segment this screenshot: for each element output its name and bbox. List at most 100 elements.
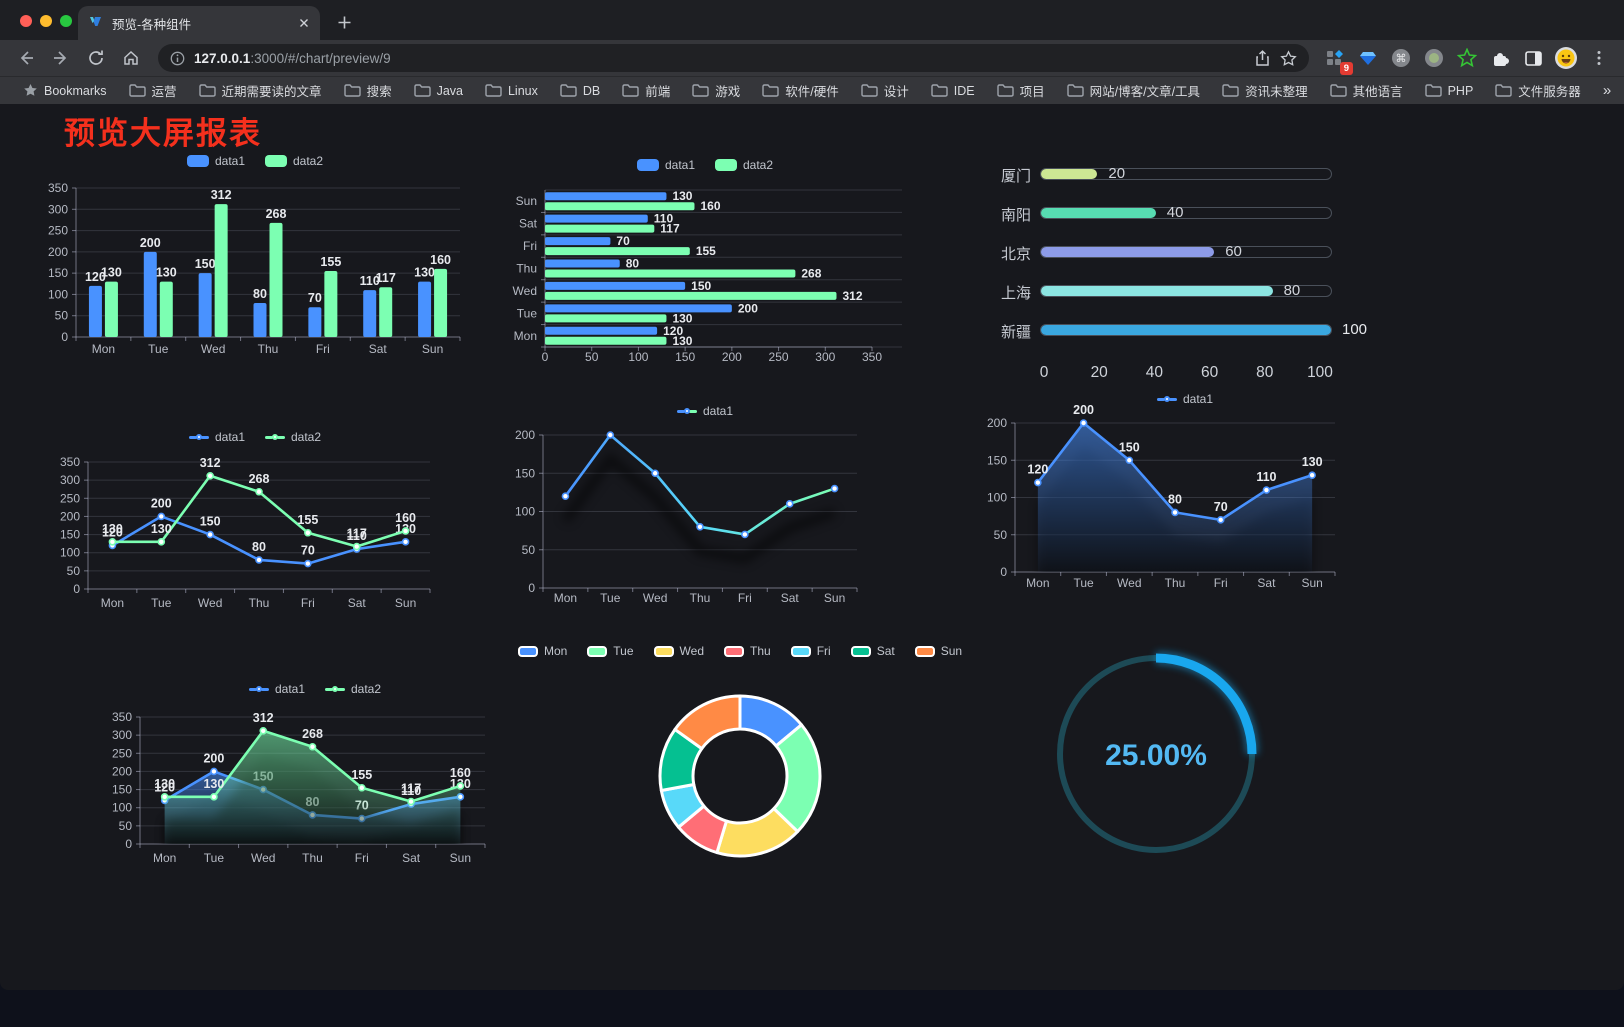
bookmark-folder[interactable]: 搜索 (335, 78, 401, 103)
chart-two-series-area[interactable]: data1 data2 0 50 100 150 200 250 300 350 Mon Tue Wed… (105, 678, 525, 886)
svg-text:130: 130 (672, 189, 692, 203)
progress-track (1040, 324, 1332, 336)
bookmark-folder[interactable]: 网站/博客/文章/工具 (1058, 78, 1209, 103)
url-path: :3000/#/chart/preview/9 (250, 50, 391, 66)
command-extension-icon[interactable]: ⌘ (1388, 45, 1414, 71)
bookmark-folder[interactable]: IDE (922, 81, 984, 101)
bookmark-folder[interactable]: 游戏 (683, 78, 749, 103)
reload-icon[interactable] (82, 44, 110, 72)
minimize-window-button[interactable] (40, 15, 52, 27)
svg-text:50: 50 (585, 350, 599, 364)
extensions-puzzle-icon[interactable] (1487, 45, 1513, 71)
chart-two-series-line[interactable]: data1 data2 0 50 100 150 200 250 300 350 Mon Tue Wed… (45, 424, 465, 632)
svg-text:Wed: Wed (198, 596, 222, 610)
bookmark-folder[interactable]: 运营 (120, 78, 186, 103)
legend-item-data2[interactable]: data2 (265, 154, 323, 168)
gem-extension-icon[interactable] (1355, 45, 1381, 71)
recorder-extension-icon[interactable] (1421, 45, 1447, 71)
tab-close-icon[interactable] (298, 17, 310, 29)
star-extension-icon[interactable] (1454, 45, 1480, 71)
site-info-icon[interactable] (170, 51, 185, 66)
folder-icon (622, 84, 639, 97)
chart-percent-gauge[interactable]: 25.00% (1038, 632, 1278, 880)
svg-text:25.00%: 25.00% (1105, 739, 1207, 772)
chart-city-progress-bars[interactable]: 厦门 20 南阳 40 北京 60 上海 80 新疆 100 0 20 40 60 80 100 (985, 156, 1375, 386)
legend-item-data2[interactable]: data2 (715, 158, 773, 172)
svg-text:120: 120 (154, 780, 175, 794)
bookmark-folder[interactable]: 近期需要读的文章 (190, 78, 331, 103)
svg-text:Mon: Mon (1026, 576, 1049, 590)
legend-item-data1[interactable]: data1 (186, 154, 245, 168)
svg-text:Sun: Sun (450, 851, 471, 865)
svg-text:Tue: Tue (517, 306, 538, 320)
svg-text:110: 110 (1256, 470, 1276, 484)
bookmarks-overflow-chevron[interactable]: » (1602, 82, 1612, 99)
svg-text:155: 155 (320, 255, 341, 269)
close-window-button[interactable] (20, 15, 32, 27)
legend-marker (850, 645, 871, 657)
progress-value: 100 (1342, 321, 1368, 338)
chart-weekday-donut[interactable]: Mon Tue Wed Thu Fri Sat Sun (517, 636, 962, 884)
chart-horizontal-bar[interactable]: data1 data2 0 50 100 150 200 250 300 350 Mon Tue Wed… (505, 152, 905, 367)
bookmark-folder[interactable]: Linux (476, 81, 547, 101)
legend-item-Tue[interactable]: Tue (587, 644, 634, 658)
svg-text:150: 150 (515, 466, 535, 480)
bookmark-folder[interactable]: 资讯未整理 (1213, 78, 1317, 103)
svg-text:200: 200 (203, 751, 224, 765)
svg-text:80: 80 (253, 287, 267, 301)
menu-kebab-icon[interactable] (1586, 45, 1612, 71)
new-tab-button[interactable] (330, 8, 358, 36)
legend-item-data1[interactable]: data1 (676, 404, 733, 418)
svg-text:70: 70 (616, 234, 630, 248)
legend-marker (636, 159, 659, 171)
bookmark-folder[interactable]: 软件/硬件 (753, 78, 847, 103)
legend-item-Fri[interactable]: Fri (790, 644, 831, 658)
legend-item-data2[interactable]: data2 (265, 430, 321, 444)
share-icon[interactable] (1254, 49, 1271, 67)
bookmark-folder[interactable]: 项目 (988, 78, 1054, 103)
svg-text:Sun: Sun (395, 596, 416, 610)
chart-single-area[interactable]: data1 0 50 100 150 200 Mon Tue Wed Thu Fri Sat Sun 12… (985, 388, 1385, 593)
svg-text:110: 110 (347, 529, 367, 543)
svg-text:Wed: Wed (251, 851, 275, 865)
bookmark-folder[interactable]: Java (405, 81, 472, 101)
svg-text:200: 200 (987, 416, 1007, 430)
sidebar-toggle-icon[interactable] (1520, 45, 1546, 71)
legend-item-Thu[interactable]: Thu (724, 644, 771, 658)
address-bar[interactable]: 127.0.0.1:3000/#/chart/preview/9 (158, 44, 1309, 72)
bookmark-folder[interactable]: 前端 (613, 78, 679, 103)
back-icon[interactable] (12, 44, 40, 72)
bookmark-folder[interactable]: PHP (1416, 81, 1483, 101)
svg-text:160: 160 (430, 253, 451, 267)
svg-text:312: 312 (200, 456, 221, 470)
legend-item-Mon[interactable]: Mon (517, 644, 567, 658)
legend-item-data1[interactable]: data1 (248, 682, 305, 696)
home-icon[interactable] (117, 44, 145, 72)
legend-item-data1[interactable]: data1 (188, 430, 245, 444)
legend-item-Wed[interactable]: Wed (653, 644, 704, 658)
bookmark-star-icon[interactable] (1280, 49, 1297, 67)
bookmark-folder[interactable]: 设计 (852, 78, 918, 103)
legend-item-Sun[interactable]: Sun (914, 644, 962, 658)
bookmark-folder[interactable]: 文件服务器 (1486, 78, 1590, 103)
svg-text:100: 100 (48, 287, 68, 301)
svg-text:100: 100 (628, 350, 648, 364)
chart-grouped-bar[interactable]: data1 data2 0 50 100 150 200 250 300 350 Mon Tue Wed… (40, 148, 470, 363)
legend-item-data2[interactable]: data2 (325, 682, 381, 696)
bookmark-folder[interactable]: DB (551, 81, 609, 101)
svg-text:Tue: Tue (1073, 576, 1094, 590)
legend-item-data1[interactable]: data1 (636, 158, 695, 172)
bookmark-folder[interactable]: 其他语言 (1321, 78, 1412, 103)
svg-text:50: 50 (119, 819, 133, 833)
chart-gradient-line[interactable]: data1 0 50 100 150 200 Mon Tue Wed Thu Fri Sat Sun (505, 398, 905, 606)
bookmarks-manager[interactable]: Bookmarks (14, 80, 116, 101)
maximize-window-button[interactable] (60, 15, 72, 27)
legend-item-data1[interactable]: data1 (1156, 392, 1213, 406)
legend-item-Sat[interactable]: Sat (850, 644, 895, 658)
profile-avatar[interactable] (1553, 45, 1579, 71)
extension-grid-icon[interactable]: 9 (1322, 45, 1353, 75)
svg-text:50: 50 (55, 309, 69, 323)
forward-icon[interactable] (47, 44, 75, 72)
svg-text:Thu: Thu (302, 851, 323, 865)
browser-tab[interactable]: 预览-各种组件 (78, 6, 320, 40)
